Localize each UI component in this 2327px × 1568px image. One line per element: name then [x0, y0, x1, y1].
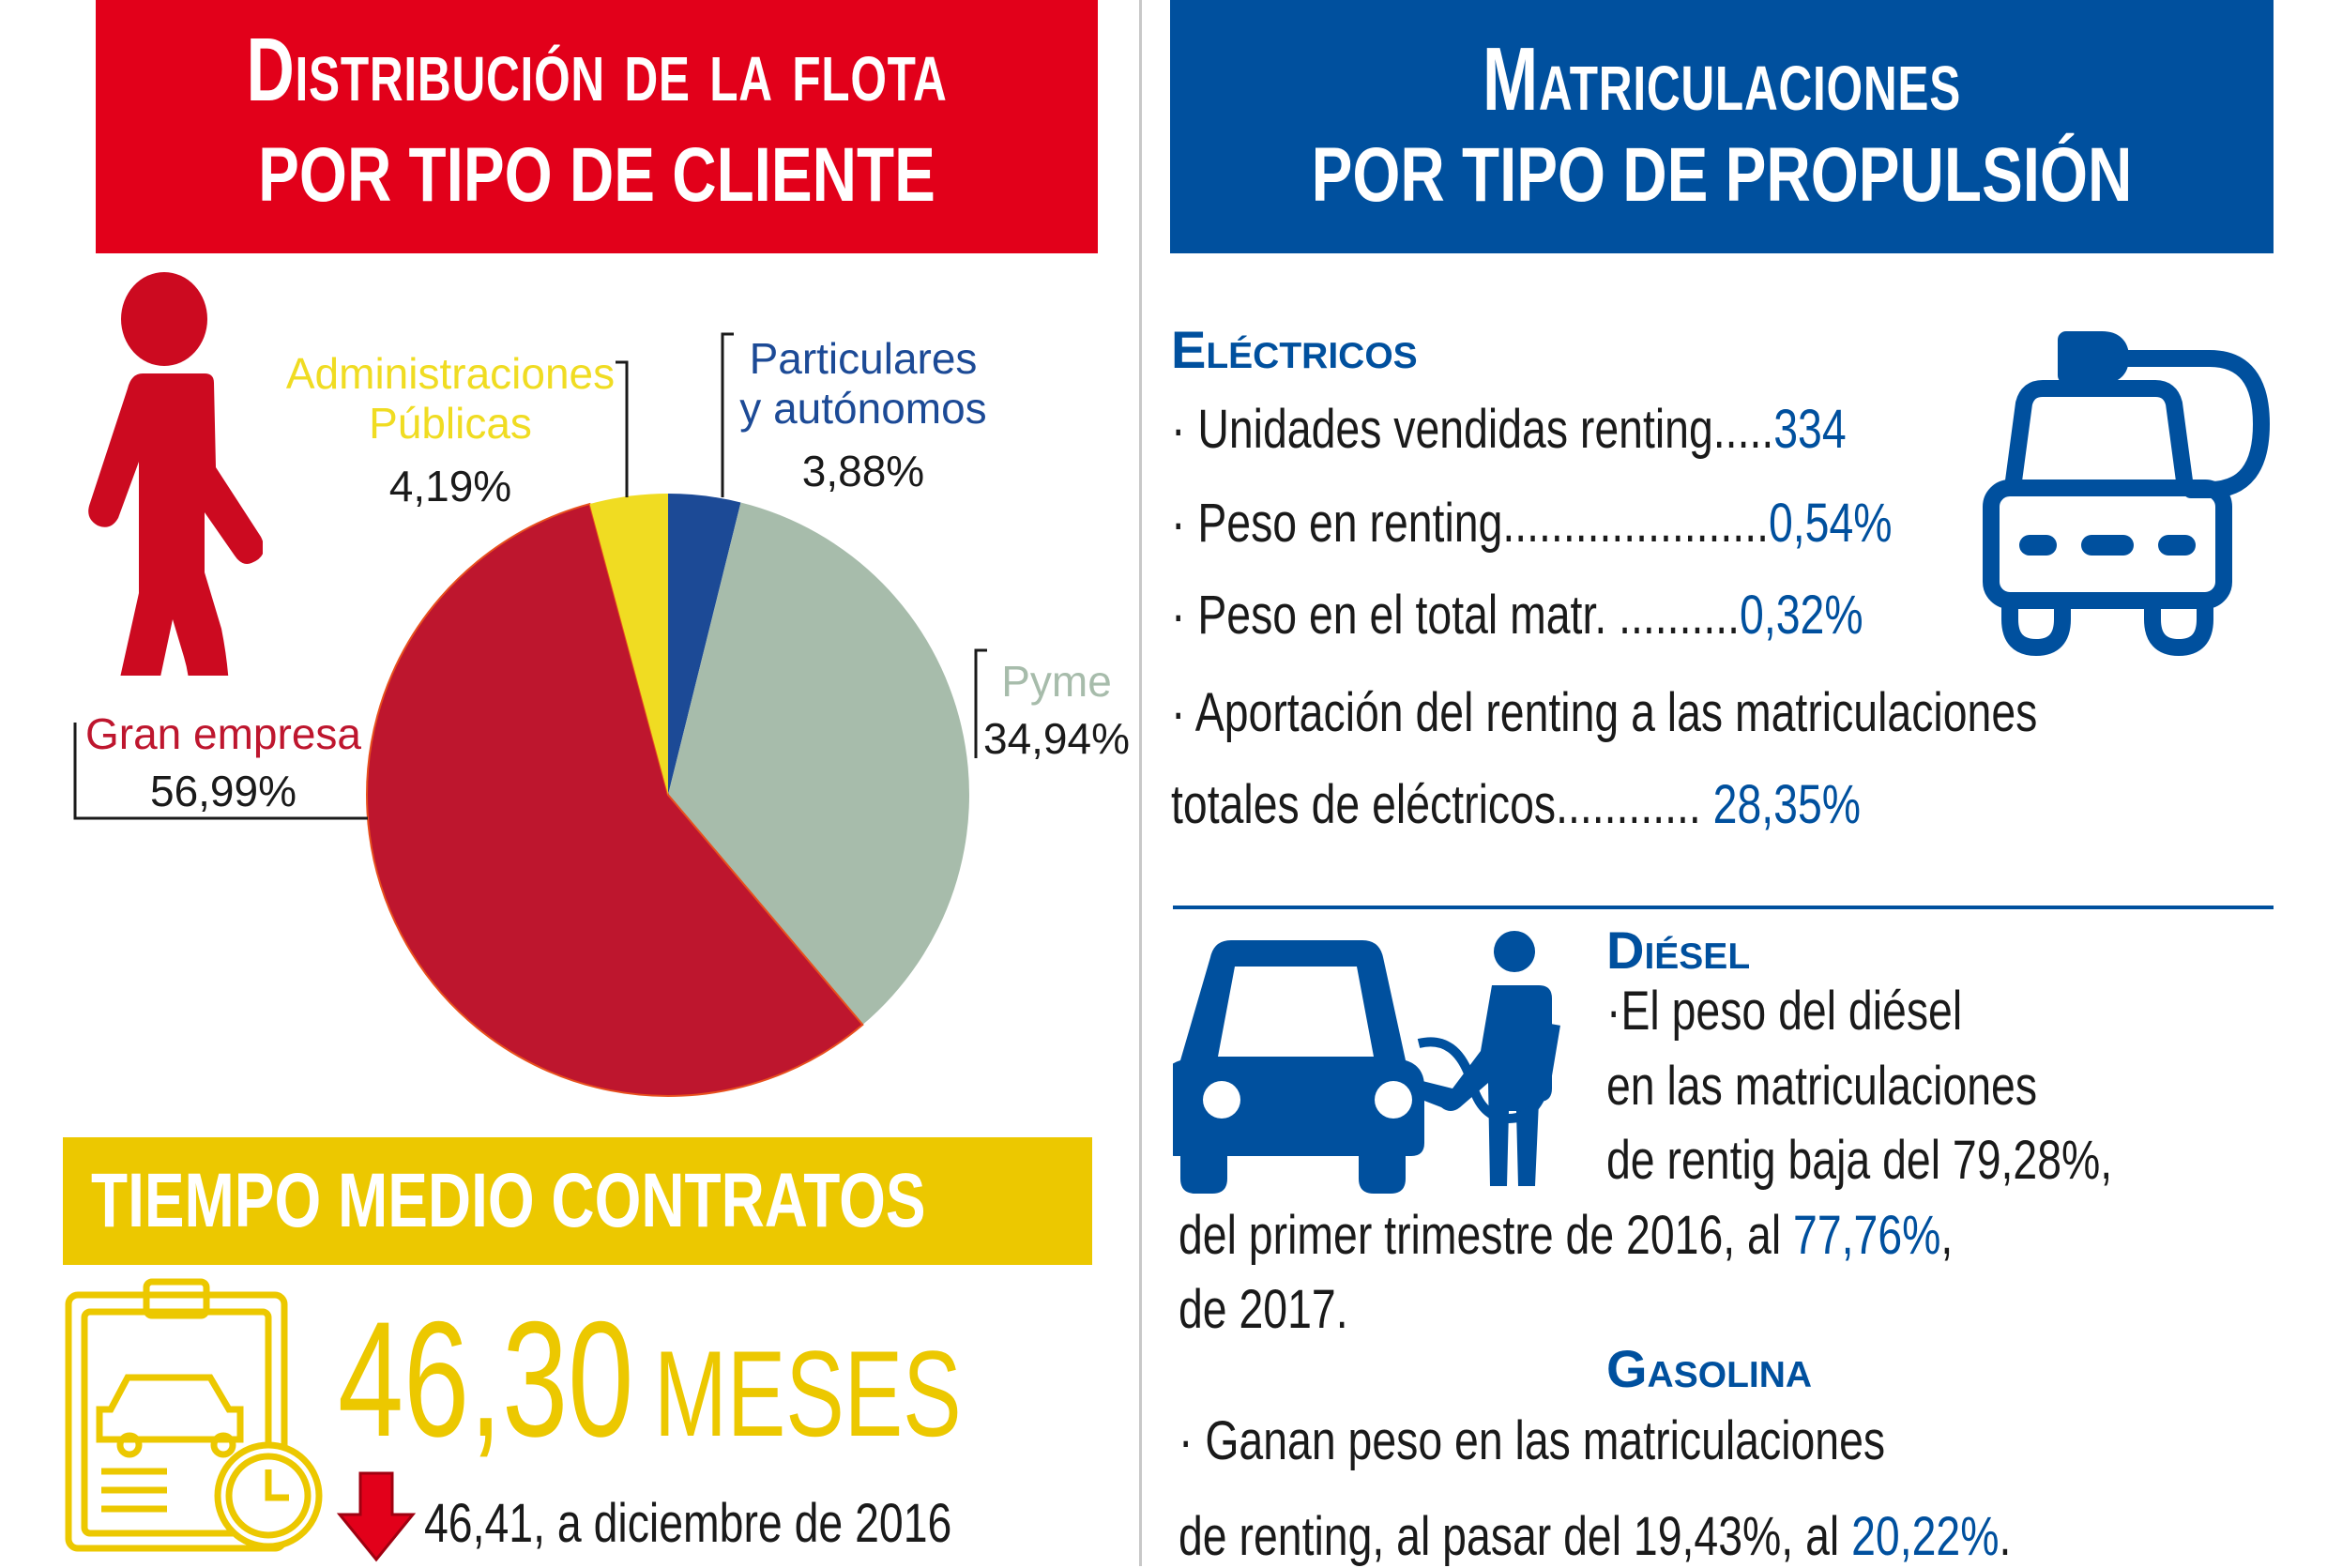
registrations-header: Matriculaciones POR TIPO DE PROPULSIÓN	[1170, 0, 2274, 253]
slice-label: Gran empresa	[84, 709, 361, 758]
average-contract-banner: TIEMPO MEDIO CONTRATOS	[63, 1137, 1092, 1265]
diesel-line: de 2017.	[1179, 1279, 1348, 1340]
line-text: .	[1999, 1506, 2012, 1567]
average-months-unit: MESES	[653, 1325, 962, 1462]
slice-label: y autónomos	[739, 383, 987, 433]
electric-heading: Eléctricos	[1171, 320, 1418, 379]
line-value: 77,76%	[1793, 1205, 1941, 1266]
leader-line-particulares	[721, 332, 734, 497]
line-text: · Peso en renting......................	[1171, 493, 1769, 554]
diesel-line: del primer trimestre de 2016, al 77,76%,	[1179, 1204, 1953, 1267]
pie-slice-gran-empresa	[366, 502, 864, 1097]
pie-slice-pyme	[668, 502, 969, 1026]
previous-average: 46,41, a diciembre de 2016	[424, 1493, 952, 1554]
line-text: del primer trimestre de 2016, al	[1179, 1205, 1794, 1266]
fleet-distribution-header: Distribución de la flota POR TIPO DE CLI…	[96, 0, 1098, 253]
line-value: 0,32%	[1740, 585, 1863, 646]
down-arrow-icon	[336, 1471, 417, 1562]
header-title-line1: Distribución de la flota	[246, 20, 948, 120]
slice-label: Particulares	[749, 334, 978, 383]
line-value: 0,54%	[1768, 493, 1893, 554]
slice-value: 56,99%	[149, 766, 297, 815]
line-text: · Peso en el total matr. ..........	[1171, 585, 1741, 646]
column-divider	[1139, 0, 1142, 1566]
gasoline-line: · Ganan peso en las matriculaciones	[1179, 1410, 1886, 1471]
slice-label: Pyme	[1001, 657, 1112, 706]
electric-contribution-line2: totales de eléctricos............ 28,35%	[1171, 773, 1861, 836]
diesel-line: de rentig baja del 79,28%,	[1606, 1130, 2113, 1191]
average-contract-banner-text: TIEMPO MEDIO CONTRATOS	[91, 1158, 926, 1243]
electric-contribution-line: · Aportación del renting a las matricula…	[1171, 682, 2038, 743]
slice-value: 3,88%	[801, 446, 925, 495]
clipboard-car-clock-icon	[65, 1278, 323, 1552]
electric-renting-weight-line: · Peso en renting......................0…	[1171, 492, 1893, 555]
line-value: 20,22%	[1851, 1506, 2000, 1567]
line-text: ,	[1940, 1205, 1954, 1266]
person-walking-icon	[88, 272, 263, 676]
pie-slice-administraciones-p-blicas	[589, 494, 668, 795]
leader-line-pyme	[974, 648, 987, 758]
line-text: totales de eléctricos............	[1171, 774, 1713, 835]
diesel-line: ·El peso del diésel	[1606, 981, 1963, 1042]
label-gran-empresa: Gran empresa 56,99%	[83, 709, 364, 816]
average-months-number: 46,30	[338, 1288, 634, 1471]
average-contract-value: 46,30 MESES	[338, 1286, 962, 1474]
line-text: de renting, al pasar del 19,43%, al	[1179, 1506, 1852, 1567]
line-value: 334	[1773, 399, 1847, 460]
electric-total-weight-line: · Peso en el total matr. ..........0,32%	[1171, 584, 1863, 647]
line-text: · Unidades vendidas renting.....	[1171, 399, 1774, 460]
electric-units-line: · Unidades vendidas renting.....334	[1171, 398, 1847, 461]
label-particulares: Particulares y autónomos 3,88%	[722, 334, 1004, 496]
leader-line-gran-empresa	[73, 723, 368, 820]
leader-line-admin	[616, 360, 629, 497]
label-administraciones: Administraciones Públicas 4,19%	[272, 349, 629, 511]
slice-label: Administraciones	[285, 349, 616, 398]
label-pyme: Pyme 34,94%	[972, 657, 1141, 764]
header-title-line1: Matriculaciones	[1482, 29, 1962, 129]
line-value: 28,35%	[1712, 774, 1862, 835]
slice-value: 34,94%	[982, 713, 1130, 763]
header-title-line2: POR TIPO DE PROPULSIÓN	[1311, 132, 2133, 218]
slice-label: Públicas	[369, 398, 532, 448]
car-fuel-pump-icon	[1173, 931, 1560, 1194]
diesel-line: en las matriculaciones	[1606, 1056, 2038, 1117]
pie-slice-particulares-y-aut-nomos	[668, 494, 741, 795]
header-title-line2: POR TIPO DE CLIENTE	[258, 132, 935, 218]
section-divider	[1173, 906, 2274, 909]
gasoline-line: de renting, al pasar del 19,43%, al 20,2…	[1179, 1505, 2011, 1568]
pie-chart	[73, 332, 987, 1097]
slice-value: 4,19%	[388, 461, 512, 510]
diesel-heading: Diésel	[1606, 921, 1751, 980]
electric-car-plug-icon	[1983, 331, 2270, 656]
gasoline-heading: Gasolina	[1606, 1339, 1813, 1398]
